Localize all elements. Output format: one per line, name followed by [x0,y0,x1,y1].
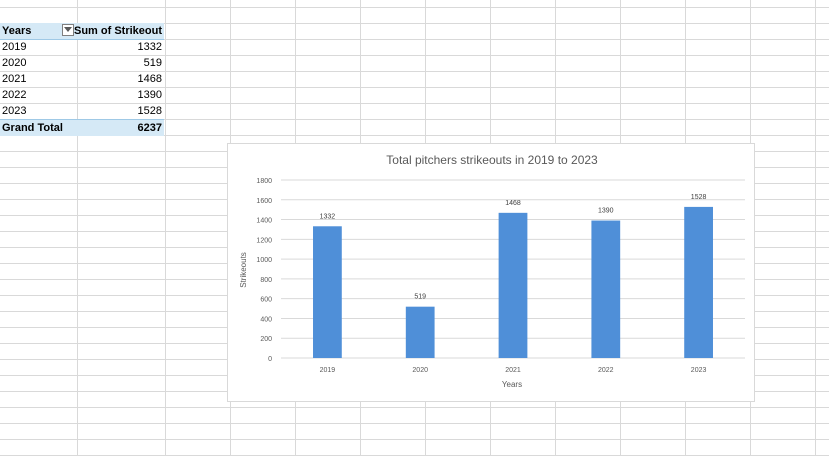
chart-title: Total pitchers strikeouts in 2019 to 202… [386,153,598,167]
y-axis-label: Strikeouts [239,252,248,288]
chart-canvas: Total pitchers strikeouts in 2019 to 202… [239,153,745,389]
data-label: 1528 [691,194,707,201]
pivot-row-label: 2019 [2,41,27,53]
y-tick-label: 1600 [256,198,272,205]
grid-row-line [0,135,829,136]
grid-row-line [0,87,829,88]
bar [498,212,528,358]
y-tick-label: 0 [268,356,272,363]
grid-row-line [0,407,829,408]
y-tick-label: 400 [260,316,272,323]
filter-dropdown-button[interactable] [62,24,74,36]
pivot-row-label: 2022 [2,89,27,101]
grand-total-value: 6237 [137,122,162,134]
pivot-header-years[interactable]: Years [2,25,32,37]
grid-row-line [0,423,829,424]
grid-row-line [0,439,829,440]
grid-row-line [0,23,829,24]
x-tick-label: 2019 [320,367,336,374]
y-tick-label: 1000 [256,257,272,264]
pivot-header-row: Years Sum of Strikeout [0,23,164,40]
grid-row-line [0,103,829,104]
pivot-row-value: 1468 [137,73,162,85]
grid-row-line [0,39,829,40]
data-label: 1390 [598,208,614,215]
x-tick-label: 2021 [505,367,521,374]
data-label: 519 [414,294,426,301]
x-tick-label: 2020 [412,367,428,374]
y-tick-label: 200 [260,336,272,343]
bar [684,206,713,358]
pivot-row-label: 2020 [2,57,27,69]
pivot-row[interactable]: 2023 1528 [0,103,164,119]
y-tick-label: 1800 [256,178,272,185]
pivot-row-value: 519 [143,57,162,69]
pivot-row-label: 2023 [2,105,27,117]
grid-row-line [0,119,829,120]
x-tick-label: 2023 [691,367,707,374]
plot-area: 0 200 400 600 800 1000 1200 1400 1600 1800 1332 201… [256,178,745,374]
bar [313,226,342,358]
pivot-row[interactable]: 2022 1390 [0,87,164,103]
pivot-row-label: 2021 [2,73,27,85]
chevron-down-icon [64,27,72,32]
grid-row-line [0,55,829,56]
grid-row-line [0,7,829,8]
grand-total-label: Grand Total [2,122,63,134]
pivot-grand-total-row[interactable]: Grand Total 6237 [0,119,164,136]
grid-column-line [165,0,166,456]
grid-row-line [0,71,829,72]
bar [591,220,621,358]
pivot-row-value: 1332 [137,41,162,53]
pivot-row[interactable]: 2019 1332 [0,39,164,55]
pivot-row-value: 1390 [137,89,162,101]
y-tick-label: 1200 [256,237,272,244]
data-label: 1468 [505,200,521,207]
bar-chart[interactable]: Total pitchers strikeouts in 2019 to 202… [227,143,755,402]
x-tick-label: 2022 [598,367,614,374]
x-axis-label: Years [502,380,522,389]
y-tick-label: 600 [260,297,272,304]
y-tick-label: 1400 [256,218,272,225]
pivot-row[interactable]: 2020 519 [0,55,164,71]
pivot-row[interactable]: 2021 1468 [0,71,164,87]
pivot-row-value: 1528 [137,105,162,117]
pivot-header-sum[interactable]: Sum of Strikeout [73,25,162,37]
y-tick-label: 800 [260,277,272,284]
data-label: 1332 [320,213,336,220]
grid-column-line [77,0,78,456]
bar [405,306,435,358]
grid-column-line [815,0,816,456]
